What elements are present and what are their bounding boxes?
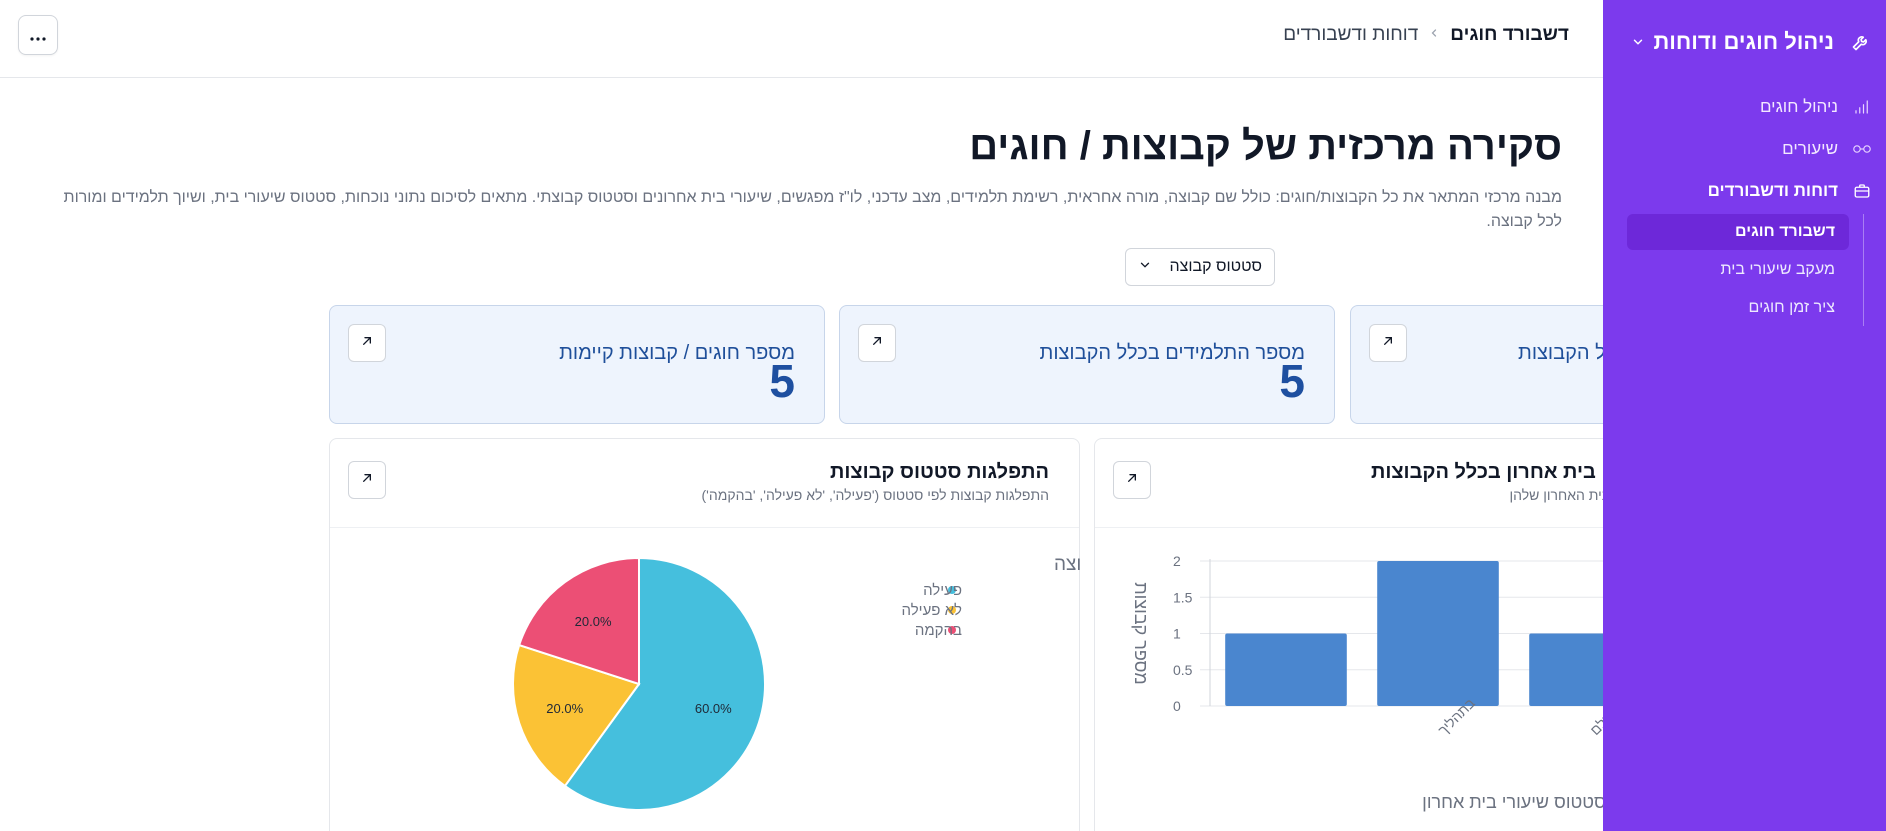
wrench-icon — [1850, 31, 1872, 53]
y-tick-label: 1.5 — [1173, 589, 1193, 605]
y-tick-label: 1 — [1173, 626, 1181, 642]
homework-status-bar-chart: 00.511.52לא התחילהושלםבתהליךסטטוס שיעורי… — [1131, 553, 1603, 812]
card-divider — [1095, 527, 1603, 528]
card-subtitle: התפלגות קבוצות לפי סטטוס ('פעילה', 'לא פ… — [701, 487, 1049, 503]
pie-value-label: 20.0% — [575, 614, 612, 629]
briefcase-icon — [1852, 181, 1872, 201]
pie-slice-2 — [517, 556, 640, 686]
pie-slice-1 — [512, 643, 641, 788]
main-content: סקירה מרכזית של קבוצות / חוגים מבנה מרכז… — [0, 78, 1603, 831]
card-subtitle: ספירת קבוצות לפי סטטוס שיעורי הבית האחרו… — [1509, 487, 1603, 503]
sidebar-item-reports[interactable]: דוחות ודשבורדים — [1603, 170, 1886, 212]
kpi-card-homework-count: מספר כל שיעורי הבית בכל הקבוצות 4 — [1350, 305, 1603, 424]
legend-swatch-1 — [948, 606, 956, 614]
topbar: דשבורד חוגים דוחות ודשבורדים — [0, 0, 1603, 78]
arrow-up-right-icon — [359, 470, 375, 491]
arrow-up-right-icon — [1124, 470, 1140, 491]
expand-button[interactable] — [1113, 461, 1151, 499]
breadcrumb-parent[interactable]: דוחות ודשבורדים — [1283, 24, 1419, 45]
card-title: התפלגות סטטוס שיעורי בית אחרון בכלל הקבו… — [1370, 461, 1603, 483]
pie-slice-0 — [563, 556, 766, 811]
glasses-icon — [1852, 139, 1872, 159]
y-tick-label: 0.5 — [1173, 662, 1193, 678]
bar-2 — [1377, 561, 1499, 706]
legend-label: פעילה — [923, 582, 962, 599]
legend-title: סטטוס קבוצה — [1054, 554, 1081, 575]
more-dots-icon — [30, 25, 46, 46]
chevron-left-icon — [1428, 26, 1440, 44]
chevron-down-icon[interactable] — [1631, 35, 1645, 49]
kpi-label: מספר התלמידים בכלל הקבוצות — [1039, 342, 1305, 364]
group-status-chart-card: התפלגות סטטוס קבוצות התפלגות קבוצות לפי … — [329, 438, 1081, 831]
kpi-value: 5 — [1279, 355, 1305, 407]
chevron-down-icon — [1138, 258, 1152, 277]
sidebar-title: ניהול חוגים ודוחות — [1653, 29, 1834, 54]
sidebar-subnav: דשבורד חוגים מעקב שיעורי בית ציר זמן חוג… — [1603, 214, 1864, 326]
pie-value-label: 60.0% — [695, 701, 732, 716]
sidebar-nav: ניהול חוגים שיעורים דוחות ודשבורדים דשבו… — [1603, 86, 1886, 328]
expand-button[interactable] — [348, 324, 386, 362]
bar-1 — [1529, 633, 1603, 706]
bar-chart-icon — [1852, 97, 1872, 117]
sidebar-subitem-classes-dashboard[interactable]: דשבורד חוגים — [1627, 214, 1849, 250]
sidebar-item-classes[interactable]: ניהול חוגים — [1603, 86, 1886, 128]
page-title: סקירה מרכזית של קבוצות / חוגים — [969, 124, 1562, 168]
legend-label: בהקמה — [915, 622, 962, 639]
expand-button[interactable] — [348, 461, 386, 499]
sidebar-subitem-classes-timeline[interactable]: ציר זמן חוגים — [1748, 299, 1835, 316]
pie-value-label: 20.0% — [546, 701, 583, 716]
expand-button[interactable] — [858, 324, 896, 362]
group-status-pie-chart: 60.0% 20.0% 20.0% סטטוס קבוצה פעילה לא פעילה ב… — [512, 554, 1081, 811]
breadcrumb-current: דשבורד חוגים — [1450, 24, 1569, 45]
legend-label: לא פעילה — [902, 602, 963, 619]
sidebar-subitem-homework-tracking[interactable]: מעקב שיעורי בית — [1720, 261, 1835, 278]
card-divider — [330, 527, 1079, 528]
legend-swatch-2 — [948, 626, 956, 634]
legend-swatch-0 — [948, 586, 956, 594]
breadcrumb: דשבורד חוגים דוחות ודשבורדים — [1283, 24, 1569, 46]
more-options-button[interactable] — [18, 15, 58, 55]
kpi-label: מספר כל שיעורי הבית בכל הקבוצות — [1518, 342, 1603, 364]
x-axis-title: סטטוס שיעורי בית אחרון — [1422, 792, 1603, 812]
sidebar-item-lessons[interactable]: שיעורים — [1603, 128, 1886, 170]
y-axis-title: מספר קבוצות — [1131, 582, 1151, 685]
arrow-up-right-icon — [869, 333, 885, 354]
page-description: מבנה מרכזי המתאר את כל הקבוצות/חוגים: כו… — [63, 189, 1562, 230]
sidebar-header[interactable]: ניהול חוגים ודוחות — [1619, 26, 1872, 58]
sidebar-item-label: ניהול חוגים — [1759, 97, 1838, 116]
y-tick-label: 0 — [1173, 698, 1181, 714]
expand-button[interactable] — [1369, 324, 1407, 362]
arrow-up-right-icon — [359, 333, 375, 354]
kpi-card-students-count: מספר התלמידים בכלל הקבוצות 5 — [839, 305, 1335, 424]
sidebar: ניהול חוגים ודוחות ניהול חוגים שיעורים ד… — [1603, 0, 1886, 831]
sidebar-item-label: שיעורים — [1782, 139, 1838, 158]
group-status-filter[interactable]: סטטוס קבוצה — [1125, 248, 1275, 286]
bar-3 — [1225, 633, 1347, 706]
filter-label: סטטוס קבוצה — [1169, 258, 1263, 275]
arrow-up-right-icon — [1380, 333, 1396, 354]
homework-status-chart-card: התפלגות סטטוס שיעורי בית אחרון בכלל הקבו… — [1094, 438, 1603, 831]
kpi-value: 5 — [769, 355, 795, 407]
y-tick-label: 2 — [1173, 553, 1181, 569]
kpi-label: מספר חוגים / קבוצות קיימות — [559, 342, 795, 364]
card-title: התפלגות סטטוס קבוצות — [830, 461, 1049, 483]
kpi-card-groups-count: מספר חוגים / קבוצות קיימות 5 — [329, 305, 825, 424]
sidebar-item-label: דוחות ודשבורדים — [1707, 181, 1838, 200]
